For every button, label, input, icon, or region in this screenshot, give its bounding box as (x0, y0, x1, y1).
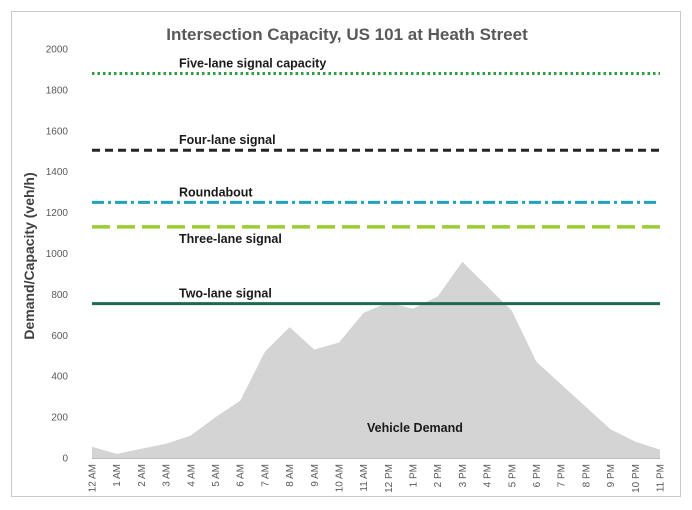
x-tick-label: 12 PM (384, 464, 395, 493)
plot-area: 0 200 400 600 800 1000 1200 1400 1600 1800 2000 12 … (46, 45, 667, 493)
x-tick-label: 3 PM (458, 464, 469, 487)
x-tick-label: 5 AM (211, 464, 222, 487)
x-tick-label: 6 PM (532, 464, 543, 487)
four-lane-signal-label: Four-lane signal (179, 133, 276, 147)
y-tick-label: 600 (51, 331, 68, 342)
demand-area (92, 261, 660, 458)
x-tick-label: 4 AM (186, 464, 197, 487)
y-axis-title: Demand/Capacity (veh/h) (21, 172, 37, 339)
x-tick-label: 8 AM (285, 464, 296, 487)
y-tick-label: 1200 (46, 208, 69, 219)
x-tick-label: 7 AM (260, 464, 271, 487)
x-tick-label: 2 AM (137, 464, 148, 487)
y-tick-label: 800 (51, 290, 68, 301)
y-tick-label: 1400 (46, 167, 69, 178)
roundabout-label: Roundabout (179, 185, 253, 199)
x-tick-label: 1 PM (409, 464, 420, 487)
chart-frame: Intersection Capacity, US 101 at Heath S… (11, 11, 681, 497)
x-tick-label: 4 PM (483, 464, 494, 487)
two-lane-signal-label: Two-lane signal (179, 287, 272, 301)
x-tick-label: 1 AM (112, 464, 123, 487)
y-tick-label: 1000 (46, 249, 69, 260)
x-tick-label: 11 PM (656, 464, 667, 492)
x-tick-label: 2 PM (433, 464, 444, 487)
x-tick-label: 8 PM (581, 464, 592, 487)
x-tick-label: 11 AM (359, 464, 370, 492)
x-tick-label: 9 AM (310, 464, 321, 487)
five-lane-signal-capacity-label: Five-lane signal capacity (179, 57, 326, 71)
chart-svg: Intersection Capacity, US 101 at Heath S… (21, 25, 667, 493)
x-tick-label: 3 AM (162, 464, 173, 487)
y-tick-label: 1600 (46, 126, 69, 137)
three-lane-signal-label: Three-lane signal (179, 232, 282, 246)
chart-title: Intersection Capacity, US 101 at Heath S… (166, 25, 528, 44)
x-tick-label: 10 PM (631, 464, 642, 493)
x-tick-label: 7 PM (557, 464, 568, 487)
vehicle-demand-label: Vehicle Demand (367, 421, 463, 435)
x-tick-label: 12 AM (88, 464, 99, 492)
y-tick-label: 200 (51, 413, 68, 424)
y-tick-label: 2000 (46, 45, 69, 56)
x-tick-label: 9 PM (606, 464, 617, 487)
y-tick-label: 400 (51, 372, 68, 383)
y-tick-label: 0 (62, 454, 68, 465)
y-tick-label: 1800 (46, 85, 69, 96)
x-tick-label: 6 AM (236, 464, 247, 487)
x-tick-label: 5 PM (507, 464, 518, 487)
x-tick-label: 10 AM (335, 464, 346, 492)
